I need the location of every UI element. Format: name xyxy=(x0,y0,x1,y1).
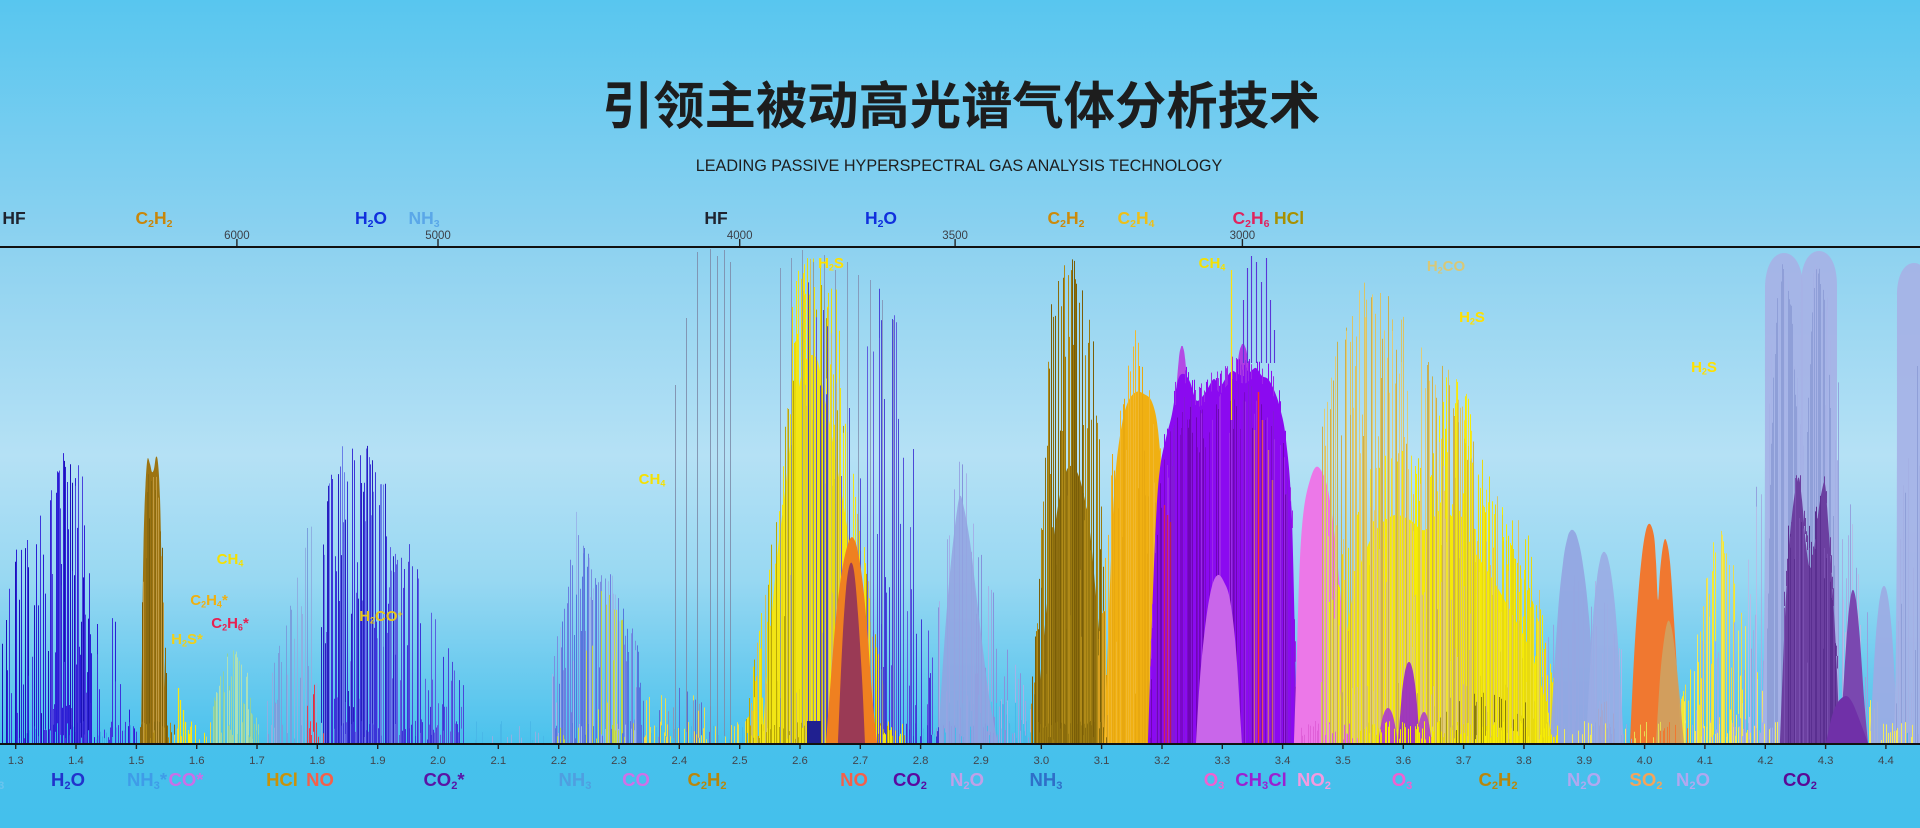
svg-text:C2H2: C2H2 xyxy=(136,208,173,230)
svg-text:C2H2: C2H2 xyxy=(1048,208,1085,230)
svg-text:H2CO+: H2CO+ xyxy=(359,608,403,626)
svg-text:C2H2: C2H2 xyxy=(687,769,726,792)
svg-text:NO2: NO2 xyxy=(1297,769,1331,792)
svg-text:H2S*: H2S* xyxy=(171,631,203,649)
svg-text:NH3: NH3 xyxy=(1030,769,1063,792)
svg-text:2.8: 2.8 xyxy=(913,755,929,767)
svg-text:O3: O3 xyxy=(1204,769,1225,792)
svg-text:4000: 4000 xyxy=(727,230,753,242)
svg-text:CO2: CO2 xyxy=(893,769,927,792)
svg-text:CH3Cl: CH3Cl xyxy=(1235,769,1286,792)
svg-text:1.3: 1.3 xyxy=(8,755,24,767)
svg-text:NO: NO xyxy=(306,769,334,790)
svg-text:CO2*: CO2* xyxy=(423,769,465,792)
svg-text:CH4: CH4 xyxy=(217,551,244,569)
svg-text:2.9: 2.9 xyxy=(973,755,989,767)
svg-text:3.3: 3.3 xyxy=(1214,755,1230,767)
svg-text:4.4: 4.4 xyxy=(1878,755,1894,767)
svg-text:4.1: 4.1 xyxy=(1697,755,1713,767)
svg-text:N2O: N2O xyxy=(950,769,984,792)
svg-text:CO2: CO2 xyxy=(1783,769,1817,792)
svg-text:H2S: H2S xyxy=(818,255,844,273)
svg-text:1.5: 1.5 xyxy=(129,755,145,767)
svg-text:CO*: CO* xyxy=(169,769,205,790)
svg-text:H2S: H2S xyxy=(1691,359,1717,377)
svg-text:C2H4: C2H4 xyxy=(1118,208,1155,230)
svg-text:1.7: 1.7 xyxy=(249,755,265,767)
svg-text:3.6: 3.6 xyxy=(1395,755,1411,767)
svg-text:3000: 3000 xyxy=(1230,230,1256,242)
svg-text:5000: 5000 xyxy=(425,230,451,242)
svg-text:SO2: SO2 xyxy=(1630,769,1663,792)
svg-text:O3: O3 xyxy=(1392,769,1413,792)
svg-text:C2H6: C2H6 xyxy=(1233,208,1270,230)
svg-text:H2CO: H2CO xyxy=(1427,258,1466,276)
svg-text:3.7: 3.7 xyxy=(1456,755,1472,767)
svg-text:NH3: NH3 xyxy=(559,769,592,792)
svg-text:CO: CO xyxy=(622,769,650,790)
svg-text:4.3: 4.3 xyxy=(1818,755,1834,767)
svg-text:C2H6*: C2H6* xyxy=(211,615,249,633)
svg-text:HCl: HCl xyxy=(1274,208,1304,228)
svg-text:6000: 6000 xyxy=(224,230,250,242)
svg-text:N2O: N2O xyxy=(1567,769,1601,792)
svg-text:3.1: 3.1 xyxy=(1094,755,1110,767)
svg-text:2.0: 2.0 xyxy=(430,755,446,767)
svg-text:NH3: NH3 xyxy=(408,208,439,230)
svg-text:CH4: CH4 xyxy=(639,471,666,489)
svg-text:3.8: 3.8 xyxy=(1516,755,1532,767)
svg-text:1.9: 1.9 xyxy=(370,755,386,767)
svg-text:3.0: 3.0 xyxy=(1033,755,1049,767)
svg-text:LEADING PASSIVE HYPERSPECTRAL: LEADING PASSIVE HYPERSPECTRAL GAS ANALYS… xyxy=(696,157,1223,175)
svg-text:2.5: 2.5 xyxy=(732,755,748,767)
svg-text:3.4: 3.4 xyxy=(1275,755,1291,767)
svg-text:NO: NO xyxy=(840,769,868,790)
svg-text:C2H4*: C2H4* xyxy=(190,592,228,610)
svg-text:HF: HF xyxy=(704,208,728,228)
svg-text:CH4: CH4 xyxy=(1199,255,1226,273)
svg-text:NH3*: NH3* xyxy=(127,769,168,792)
svg-text:3.9: 3.9 xyxy=(1576,755,1592,767)
svg-text:4.2: 4.2 xyxy=(1757,755,1773,767)
svg-text:N2O: N2O xyxy=(1676,769,1710,792)
svg-text:HCl: HCl xyxy=(266,769,298,790)
svg-text:C2H2: C2H2 xyxy=(1478,769,1517,792)
svg-text:2.3: 2.3 xyxy=(611,755,627,767)
svg-text:3.2: 3.2 xyxy=(1154,755,1170,767)
svg-text:3.5: 3.5 xyxy=(1335,755,1351,767)
svg-text:1.4: 1.4 xyxy=(68,755,84,767)
svg-text:2.1: 2.1 xyxy=(490,755,506,767)
svg-text:2.6: 2.6 xyxy=(792,755,808,767)
svg-text:1.6: 1.6 xyxy=(189,755,205,767)
svg-text:4.0: 4.0 xyxy=(1637,755,1653,767)
svg-text:H2O: H2O xyxy=(865,208,897,230)
svg-text:1.8: 1.8 xyxy=(309,755,325,767)
svg-text:H2O: H2O xyxy=(51,769,85,792)
svg-text:3500: 3500 xyxy=(942,230,968,242)
svg-text:2.2: 2.2 xyxy=(551,755,567,767)
svg-text:H2O: H2O xyxy=(355,208,387,230)
svg-text:2.7: 2.7 xyxy=(852,755,868,767)
svg-text:H2S: H2S xyxy=(1459,309,1485,327)
svg-text:HF: HF xyxy=(2,208,26,228)
svg-text:2.4: 2.4 xyxy=(671,755,687,767)
svg-text:O3: O3 xyxy=(0,769,4,792)
